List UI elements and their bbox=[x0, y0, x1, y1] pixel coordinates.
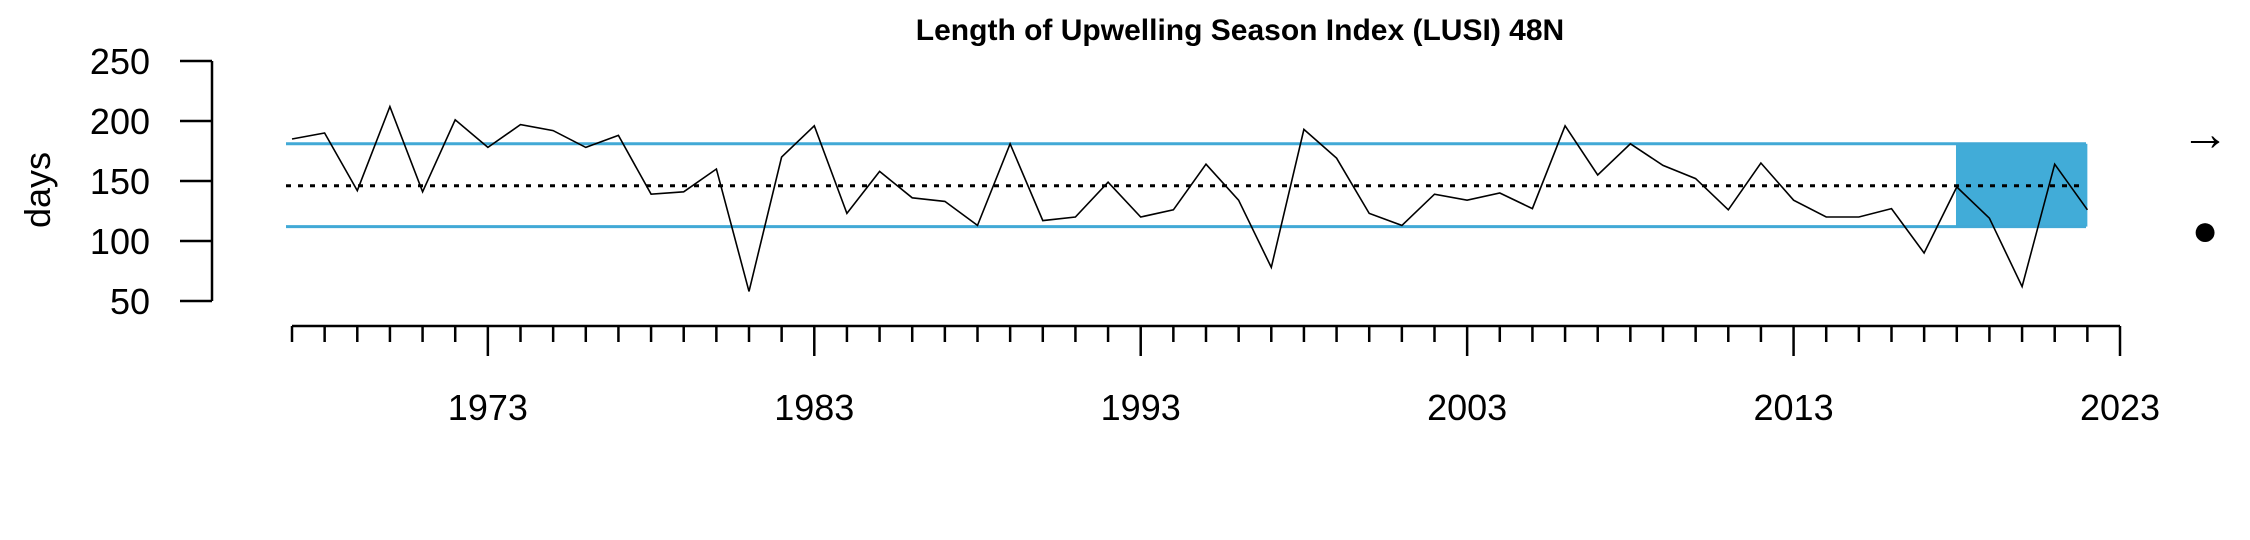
x-tick-label: 1973 bbox=[448, 387, 528, 428]
y-tick-label: 250 bbox=[90, 41, 150, 82]
recent-years-highlight bbox=[1955, 143, 2088, 227]
chart-title: Length of Upwelling Season Index (LUSI) … bbox=[916, 14, 1564, 47]
x-tick-label: 2003 bbox=[1427, 387, 1507, 428]
trend-arrow-icon: → bbox=[2181, 108, 2229, 161]
y-tick-label: 50 bbox=[110, 281, 150, 322]
y-tick-label: 200 bbox=[90, 101, 150, 142]
x-tick-label: 1983 bbox=[774, 387, 854, 428]
y-tick-label: 100 bbox=[90, 221, 150, 262]
mean-dot-icon: ● bbox=[2192, 206, 2219, 255]
x-tick-label: 2013 bbox=[1754, 387, 1834, 428]
y-axis-label: days bbox=[17, 152, 58, 228]
lusi-series-line bbox=[291, 104, 2089, 292]
y-tick-label: 150 bbox=[90, 161, 150, 202]
x-tick-label: 2023 bbox=[2080, 387, 2160, 428]
x-tick-label: 1993 bbox=[1101, 387, 1181, 428]
